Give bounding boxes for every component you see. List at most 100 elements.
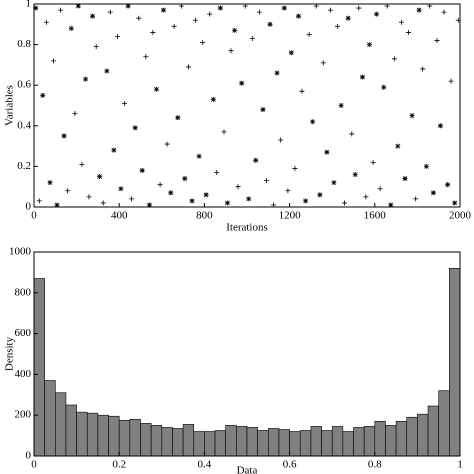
x-tick-label: 1200 <box>279 210 302 222</box>
point <box>125 3 131 9</box>
y-tick-label: 0.2 <box>17 160 31 172</box>
point <box>377 186 383 192</box>
bar <box>214 430 227 457</box>
bar <box>140 423 152 457</box>
point <box>249 36 255 42</box>
point <box>200 40 206 46</box>
point <box>391 56 397 62</box>
point <box>381 84 387 90</box>
point <box>224 200 230 206</box>
point <box>296 13 302 19</box>
point <box>192 17 198 23</box>
point <box>51 58 57 64</box>
point <box>58 7 64 13</box>
point <box>185 64 191 70</box>
point <box>171 23 177 29</box>
plot-frame <box>33 251 461 457</box>
point <box>214 169 220 175</box>
bar <box>417 413 429 457</box>
point <box>235 184 241 190</box>
point <box>274 70 280 76</box>
point <box>150 29 156 35</box>
point <box>136 15 142 21</box>
bar <box>33 278 45 457</box>
point <box>75 3 81 9</box>
point <box>122 100 128 106</box>
bar <box>108 415 120 457</box>
point <box>359 74 365 80</box>
x-tick-label: 0.6 <box>283 459 297 471</box>
x-tick-label: 0.8 <box>368 459 382 471</box>
point <box>79 161 85 167</box>
point <box>54 202 60 208</box>
bar <box>374 421 386 457</box>
y-axis-label: Variables <box>4 85 16 126</box>
point <box>374 11 380 17</box>
point <box>146 202 152 208</box>
point <box>317 192 323 198</box>
bar <box>150 425 163 457</box>
point <box>388 202 394 208</box>
x-tick-label: 0 <box>31 459 37 471</box>
point <box>157 182 163 188</box>
point <box>370 159 376 165</box>
bar <box>427 405 439 457</box>
point <box>434 38 440 44</box>
point <box>423 163 429 169</box>
y-tick-label: 0.6 <box>17 79 31 91</box>
point <box>320 60 326 66</box>
point <box>104 68 110 74</box>
point <box>352 172 358 178</box>
bar <box>97 414 109 457</box>
point <box>40 92 46 98</box>
point <box>285 188 291 194</box>
point <box>267 21 273 27</box>
point <box>331 180 337 186</box>
point <box>327 7 333 13</box>
point <box>441 9 447 15</box>
y-tick-label: 200 <box>15 409 32 421</box>
bar <box>449 268 461 457</box>
point <box>448 78 454 84</box>
point <box>114 33 120 39</box>
point <box>232 27 238 33</box>
x-tick-label: 0 <box>31 210 37 222</box>
point <box>303 198 309 204</box>
x-tick-label: 1600 <box>364 210 387 222</box>
point <box>221 129 227 135</box>
point <box>86 194 92 200</box>
bar <box>406 416 418 457</box>
point <box>288 50 294 56</box>
point <box>253 157 259 163</box>
point <box>342 200 348 206</box>
x-tick-label: 2000 <box>449 210 472 222</box>
y-tick-label: 1000 <box>9 246 32 258</box>
point <box>65 188 71 194</box>
point <box>335 23 341 29</box>
point <box>111 147 117 153</box>
y-tick-label: 0 <box>26 201 32 213</box>
point <box>168 190 174 196</box>
point <box>36 198 42 204</box>
point <box>164 141 170 147</box>
bar <box>299 430 312 457</box>
point <box>47 180 53 186</box>
point <box>363 194 369 200</box>
point <box>310 119 316 125</box>
point <box>413 196 419 202</box>
point <box>175 115 181 121</box>
point <box>100 200 106 206</box>
point <box>405 29 411 35</box>
point <box>161 7 167 13</box>
bar <box>353 427 365 457</box>
bar <box>331 426 344 457</box>
point <box>260 107 266 113</box>
point <box>264 178 270 184</box>
point <box>416 7 422 13</box>
bar <box>310 426 322 457</box>
bar <box>246 427 258 457</box>
x-tick-label: 0.4 <box>198 459 212 471</box>
y-tick-label: 400 <box>15 368 32 380</box>
point <box>402 176 408 182</box>
y-tick-label: 0 <box>26 450 32 462</box>
